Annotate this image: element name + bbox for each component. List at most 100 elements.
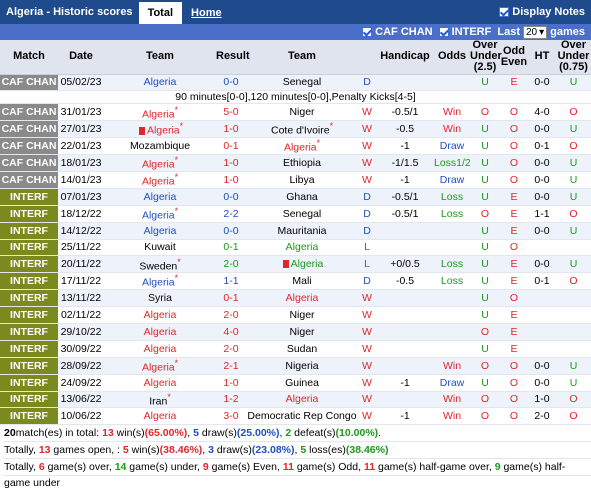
- away-team[interactable]: Libya: [246, 171, 358, 189]
- competition[interactable]: INTERF: [0, 306, 58, 324]
- over-under-25-text: O: [480, 207, 490, 220]
- match-score[interactable]: 1-0: [216, 154, 246, 172]
- competition[interactable]: INTERF: [0, 374, 58, 392]
- match-score[interactable]: 3-0: [216, 407, 246, 426]
- home-team[interactable]: Mozambique: [104, 137, 216, 156]
- home-team[interactable]: Algeria*: [104, 357, 216, 375]
- home-team[interactable]: Algeria: [104, 374, 216, 392]
- match-score[interactable]: 0-1: [216, 239, 246, 257]
- away-team[interactable]: Niger: [246, 103, 358, 122]
- last-games-select[interactable]: 20 ▾: [522, 25, 548, 39]
- display-notes-toggle[interactable]: Display Notes: [499, 0, 585, 24]
- odd-even-text: E: [510, 224, 518, 237]
- competition[interactable]: CAF CHAN: [0, 137, 58, 156]
- match-score[interactable]: 1-0: [216, 171, 246, 189]
- home-team[interactable]: Algeria*: [104, 103, 216, 122]
- home-team[interactable]: Algeria: [104, 340, 216, 358]
- match-score[interactable]: 0-1: [216, 289, 246, 308]
- competition[interactable]: CAF CHAN: [0, 74, 58, 92]
- filter-interf[interactable]: INTERF: [438, 26, 491, 38]
- competition[interactable]: INTERF: [0, 272, 58, 291]
- match-score[interactable]: 2-1: [216, 357, 246, 375]
- checkbox-icon[interactable]: [438, 27, 449, 37]
- home-team[interactable]: Algeria*: [104, 205, 216, 223]
- match-score[interactable]: 2-0: [216, 340, 246, 358]
- competition[interactable]: INTERF: [0, 391, 58, 409]
- summary-segment: win(s): [113, 427, 145, 440]
- competition[interactable]: INTERF: [0, 188, 58, 206]
- home-team[interactable]: Algeria*: [104, 272, 216, 291]
- match-score[interactable]: 0-0: [216, 188, 246, 206]
- away-team[interactable]: Sudan: [246, 340, 358, 358]
- competition[interactable]: INTERF: [0, 357, 58, 375]
- tab-total[interactable]: Total: [138, 2, 183, 24]
- away-team[interactable]: Niger: [246, 306, 358, 324]
- away-team[interactable]: Nigeria: [246, 357, 358, 375]
- match-score[interactable]: 2-0: [216, 306, 246, 324]
- match-score[interactable]: 0-0: [216, 222, 246, 240]
- competition[interactable]: CAF CHAN: [0, 171, 58, 189]
- competition[interactable]: INTERF: [0, 407, 58, 426]
- match-score[interactable]: 1-0: [216, 374, 246, 392]
- away-team[interactable]: Ethiopia: [246, 154, 358, 172]
- match-date: 18/01/23: [58, 154, 104, 172]
- home-team[interactable]: Iran*: [104, 391, 216, 409]
- away-team[interactable]: Senegal: [246, 74, 358, 92]
- match-score[interactable]: 1-0: [216, 120, 246, 139]
- home-team[interactable]: Sweden*: [104, 255, 216, 274]
- home-team[interactable]: Syria: [104, 289, 216, 308]
- competition[interactable]: INTERF: [0, 205, 58, 223]
- filter-caf-chan[interactable]: CAF CHAN: [362, 26, 433, 38]
- home-team[interactable]: Algeria*: [104, 154, 216, 172]
- match-score[interactable]: 2-2: [216, 205, 246, 223]
- away-team[interactable]: Democratic Rep Congo: [246, 407, 358, 426]
- match-score[interactable]: 2-0: [216, 255, 246, 274]
- competition[interactable]: CAF CHAN: [0, 154, 58, 172]
- competition[interactable]: CAF CHAN: [0, 103, 58, 122]
- handicap-value: -0.5/1: [376, 205, 434, 223]
- competition[interactable]: INTERF: [0, 255, 58, 274]
- checkbox-icon[interactable]: [499, 7, 510, 17]
- home-team[interactable]: Algeria: [104, 323, 216, 341]
- competition[interactable]: INTERF: [0, 239, 58, 257]
- away-team[interactable]: Algeria: [246, 391, 358, 409]
- home-team[interactable]: Algeria: [104, 306, 216, 324]
- away-team[interactable]: Guinea: [246, 374, 358, 392]
- home-team[interactable]: Algeria: [104, 188, 216, 206]
- match-score[interactable]: 0-1: [216, 137, 246, 156]
- over-under-25-text: O: [480, 410, 490, 423]
- away-team[interactable]: Algeria*: [246, 137, 358, 156]
- match-score[interactable]: 0-0: [216, 74, 246, 92]
- checkbox-icon[interactable]: [362, 27, 373, 37]
- match-score[interactable]: 5-0: [216, 103, 246, 122]
- home-team[interactable]: Algeria*: [104, 120, 216, 139]
- competition[interactable]: INTERF: [0, 289, 58, 308]
- competition[interactable]: INTERF: [0, 323, 58, 341]
- away-team[interactable]: Senegal: [246, 205, 358, 223]
- match-score[interactable]: 1-2: [216, 391, 246, 409]
- match-score[interactable]: 4-0: [216, 323, 246, 341]
- home-team[interactable]: Algeria: [104, 407, 216, 426]
- away-team[interactable]: Cote d'Ivoire*: [246, 120, 358, 139]
- home-team[interactable]: Kuwait: [104, 239, 216, 257]
- home-team[interactable]: Algeria: [104, 74, 216, 92]
- away-team[interactable]: Algeria: [246, 239, 358, 257]
- competition[interactable]: INTERF: [0, 340, 58, 358]
- home-team[interactable]: Algeria: [104, 222, 216, 240]
- result-wdl: D: [358, 272, 376, 291]
- over-under-075: O: [556, 205, 591, 223]
- match-score[interactable]: 1-1: [216, 272, 246, 291]
- away-team[interactable]: Ghana: [246, 188, 358, 206]
- away-team[interactable]: Mauritania: [246, 222, 358, 240]
- home-team[interactable]: Algeria*: [104, 171, 216, 189]
- odds-result-text: Loss: [440, 275, 464, 288]
- col-header: Over Under (0.75): [556, 39, 591, 75]
- home-team-text: Algeria: [141, 276, 175, 289]
- away-team[interactable]: Algeria: [246, 255, 358, 274]
- away-team[interactable]: Algeria: [246, 289, 358, 308]
- competition[interactable]: INTERF: [0, 222, 58, 240]
- away-team[interactable]: Niger: [246, 323, 358, 341]
- competition[interactable]: CAF CHAN: [0, 120, 58, 139]
- away-team[interactable]: Mali: [246, 272, 358, 291]
- tab-home[interactable]: Home: [191, 7, 222, 19]
